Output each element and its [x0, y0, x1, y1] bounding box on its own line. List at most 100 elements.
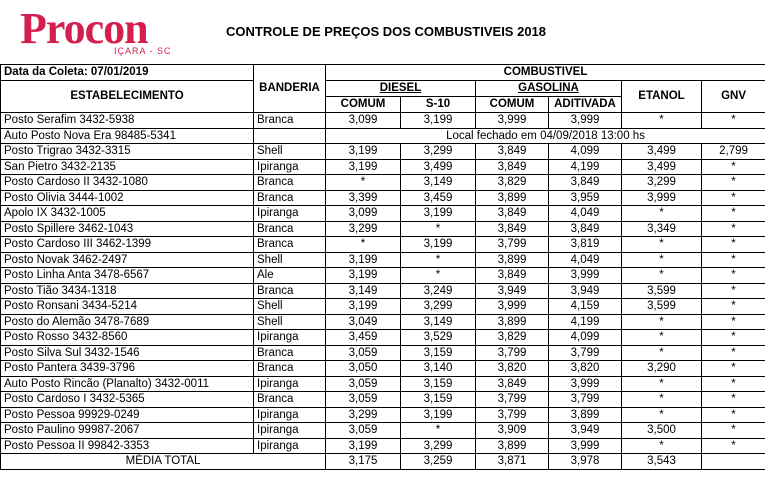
brand-cell: Ipiranga	[253, 158, 326, 175]
brand-cell: Branca	[253, 220, 326, 237]
diesel-s10-cell: 3,459	[400, 189, 476, 206]
gasoline-aditivada-cell: 3,949	[548, 282, 622, 299]
gasoline-aditivada-cell: 4,199	[548, 158, 622, 175]
sub-gasoline-comum: COMUM	[475, 96, 549, 113]
sub-gasoline-aditivada: ADITIVADA	[548, 96, 622, 113]
table-row: Posto Pessoa 99929-0249 Ipiranga 3,299 3,19…	[0, 406, 765, 423]
table-row: Posto Serafim 3432-5938 Branca 3,099 3,199 3…	[0, 112, 765, 129]
gasoline-aditivada-cell: 4,099	[548, 143, 622, 160]
diesel-s10-cell: 3,299	[400, 298, 476, 315]
diesel-comum-cell: 3,059	[325, 422, 401, 439]
gasoline-comum-cell: 3,849	[475, 220, 549, 237]
gasoline-comum-cell: 3,849	[475, 375, 549, 392]
gasoline-aditivada-cell: 4,099	[548, 329, 622, 346]
ethanol-cell: 3,299	[621, 174, 702, 191]
diesel-s10-cell: *	[400, 422, 476, 439]
establishment-cell: Posto Silva Sul 3432-1546	[0, 344, 254, 361]
total-gasoline-aditivada-cell: 3,978	[548, 453, 622, 470]
table-row: Posto Cardoso II 3432-1080 Branca * 3,149 3,…	[0, 174, 765, 191]
gnv-cell: *	[700, 236, 765, 253]
ethanol-cell: *	[621, 205, 702, 222]
gnv-cell: *	[700, 375, 765, 392]
diesel-comum-cell: 3,059	[325, 391, 401, 408]
procon-logo: Procon IÇARA - SC	[20, 4, 171, 60]
table-row: Posto Trigrao 3432-3315 Shell 3,199 3,299 3,…	[0, 143, 765, 160]
establishment-cell: San Pietro 3432-2135	[0, 158, 254, 175]
total-row: MÉDIA TOTAL 3,175 3,259 3,871 3,978 3,543	[0, 453, 765, 470]
diesel-comum-cell: 3,199	[325, 267, 401, 284]
col-ethanol-header: ETANOL	[621, 80, 702, 113]
gasoline-comum-cell: 3,899	[475, 189, 549, 206]
table-row: Posto Spillere 3462-1043 Branca 3,299 * 3,84…	[0, 220, 765, 237]
establishment-cell: Posto Olivia 3444-1002	[0, 189, 254, 206]
page-header: Procon IÇARA - SC CONTROLE DE PREÇOS DOS…	[0, 0, 765, 64]
establishment-cell: Posto do Alemão 3478-7689	[0, 313, 254, 330]
establishment-cell: Auto Posto Nova Era 98485-5341	[0, 127, 254, 144]
brand-cell: Ipiranga	[253, 406, 326, 423]
diesel-comum-cell: 3,199	[325, 298, 401, 315]
gnv-cell: *	[700, 437, 765, 454]
table-row: Posto Cardoso I 3432-5365 Branca 3,059 3,15…	[0, 391, 765, 408]
brand-cell	[253, 127, 326, 144]
diesel-s10-cell: *	[400, 220, 476, 237]
diesel-s10-cell: 3,299	[400, 437, 476, 454]
gasoline-comum-cell: 3,849	[475, 205, 549, 222]
table-row: Auto Posto Rincão (Planalto) 3432-0011 Ip…	[0, 375, 765, 392]
gasoline-comum-cell: 3,799	[475, 236, 549, 253]
diesel-comum-cell: 3,299	[325, 220, 401, 237]
diesel-comum-cell: *	[325, 236, 401, 253]
ethanol-cell: *	[621, 391, 702, 408]
establishment-cell: Posto Pessoa 99929-0249	[0, 406, 254, 423]
ethanol-cell: *	[621, 329, 702, 346]
gasoline-comum-cell: 3,820	[475, 360, 549, 377]
ethanol-cell: 3,499	[621, 158, 702, 175]
table-row: Posto do Alemão 3478-7689 Shell 3,049 3,149…	[0, 313, 765, 330]
gnv-cell: *	[700, 189, 765, 206]
brand-cell: Shell	[253, 313, 326, 330]
gnv-cell: *	[700, 174, 765, 191]
gnv-cell: *	[700, 344, 765, 361]
ethanol-cell: *	[621, 112, 702, 129]
diesel-s10-cell: 3,149	[400, 174, 476, 191]
brand-cell: Branca	[253, 189, 326, 206]
page-title: CONTROLE DE PREÇOS DOS COMBUSTIVEIS 2018	[226, 24, 547, 39]
diesel-comum-cell: 3,299	[325, 406, 401, 423]
gnv-cell: *	[700, 313, 765, 330]
gnv-cell: *	[700, 422, 765, 439]
total-gasoline-comum-cell: 3,871	[475, 453, 549, 470]
diesel-comum-cell: 3,050	[325, 360, 401, 377]
gasoline-aditivada-cell: 4,049	[548, 205, 622, 222]
gasoline-aditivada-cell: 3,999	[548, 112, 622, 129]
diesel-s10-cell: 3,159	[400, 391, 476, 408]
ethanol-cell: 3,599	[621, 282, 702, 299]
ethanol-cell: *	[621, 406, 702, 423]
brand-cell: Branca	[253, 112, 326, 129]
gnv-cell: *	[700, 112, 765, 129]
gasoline-aditivada-cell: 3,999	[548, 375, 622, 392]
ethanol-cell: *	[621, 344, 702, 361]
sub-diesel-comum: COMUM	[325, 96, 401, 113]
gasoline-comum-cell: 3,849	[475, 267, 549, 284]
gasoline-aditivada-cell: 3,819	[548, 236, 622, 253]
establishment-cell: Posto Spillere 3462-1043	[0, 220, 254, 237]
gnv-cell: *	[700, 282, 765, 299]
brand-cell: Branca	[253, 174, 326, 191]
gasoline-comum-cell: 3,999	[475, 112, 549, 129]
establishment-cell: Posto Cardoso I 3432-5365	[0, 391, 254, 408]
col-brand-header: BANDERIA	[253, 64, 326, 113]
establishment-cell: Apolo IX 3432-1005	[0, 205, 254, 222]
diesel-comum-cell: 3,059	[325, 344, 401, 361]
table-row: Posto Rosso 3432-8560 Ipiranga 3,459 3,529 3…	[0, 329, 765, 346]
gasoline-aditivada-cell: 4,159	[548, 298, 622, 315]
brand-cell: Branca	[253, 360, 326, 377]
diesel-s10-cell: 3,149	[400, 313, 476, 330]
ethanol-cell: 3,290	[621, 360, 702, 377]
gasoline-comum-cell: 3,799	[475, 406, 549, 423]
gasoline-aditivada-cell: 3,899	[548, 406, 622, 423]
establishment-cell: Posto Linha Anta 3478-6567	[0, 267, 254, 284]
ethanol-cell: 3,349	[621, 220, 702, 237]
establishment-cell: Posto Paulino 99987-2067	[0, 422, 254, 439]
table-row: Posto Pessoa II 99842-3353 Ipiranga 3,199 3…	[0, 437, 765, 454]
gnv-cell: *	[700, 267, 765, 284]
ethanol-cell: 3,599	[621, 298, 702, 315]
